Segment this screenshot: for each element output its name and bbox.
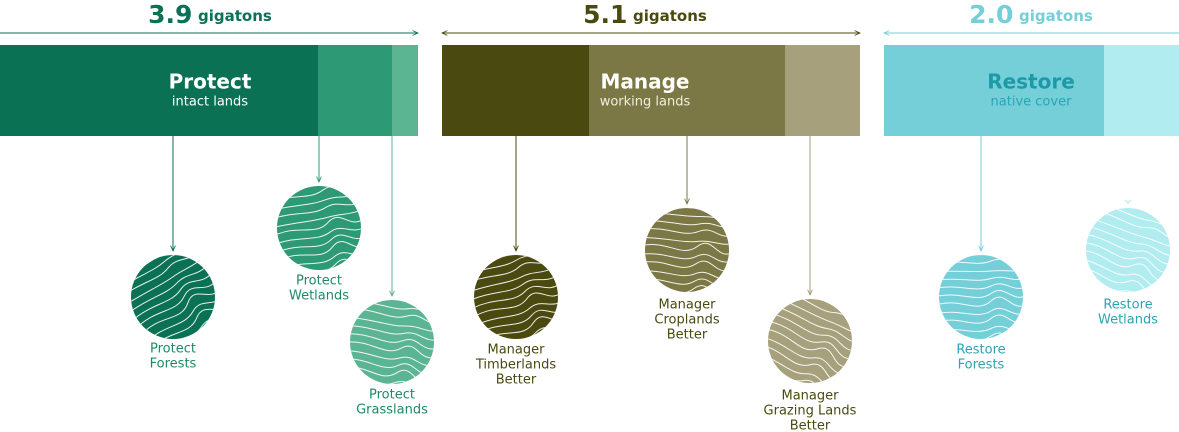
item-label: Protect [296,274,342,289]
item-label: Timberlands [475,358,556,373]
bar-segment [392,45,418,136]
unit: gigatons [198,7,272,25]
item-label: Wetlands [289,289,349,304]
amount: 2.0 [969,0,1013,29]
item-label: Grasslands [356,403,428,418]
item-label: Manager [488,343,546,358]
item-label: Restore [956,343,1005,358]
amount-header: 5.1 gigatons [583,0,707,29]
amount-header: 2.0 gigatons [969,0,1093,29]
item-label: Restore [1103,298,1152,313]
bar-segment [1104,45,1179,136]
bar-segment [785,45,860,136]
bar-title: Protect [169,70,252,94]
bar-segment [442,45,589,136]
unit: gigatons [1019,7,1093,25]
bar-subtitle: working lands [600,95,691,110]
amount-header: 3.9 gigatons [148,0,272,29]
item-label: Croplands [654,313,719,328]
item-label: Protect [369,388,415,403]
item-label: Grazing Lands [764,404,857,419]
bar-segment [884,45,1104,136]
item-label: Manager [659,298,717,313]
item-label: Manager [782,389,840,404]
bar-title: Manage [600,70,689,94]
item-label: Protect [150,342,196,357]
item-label: Wetlands [1098,313,1158,328]
bar-segment [0,45,318,136]
item-label: Better [790,419,831,432]
item-label: Better [667,328,708,343]
bar-segment [589,45,785,136]
bar-subtitle: intact lands [172,95,248,110]
unit: gigatons [633,7,707,25]
item-label: Forests [958,358,1005,373]
caret [1124,199,1132,204]
amount: 3.9 [148,0,192,29]
bar-title: Restore [987,70,1075,94]
bar-segment [318,45,392,136]
item-label: Forests [150,357,197,372]
amount: 5.1 [583,0,627,29]
item-label: Better [496,373,537,388]
bar-subtitle: native cover [991,95,1073,110]
